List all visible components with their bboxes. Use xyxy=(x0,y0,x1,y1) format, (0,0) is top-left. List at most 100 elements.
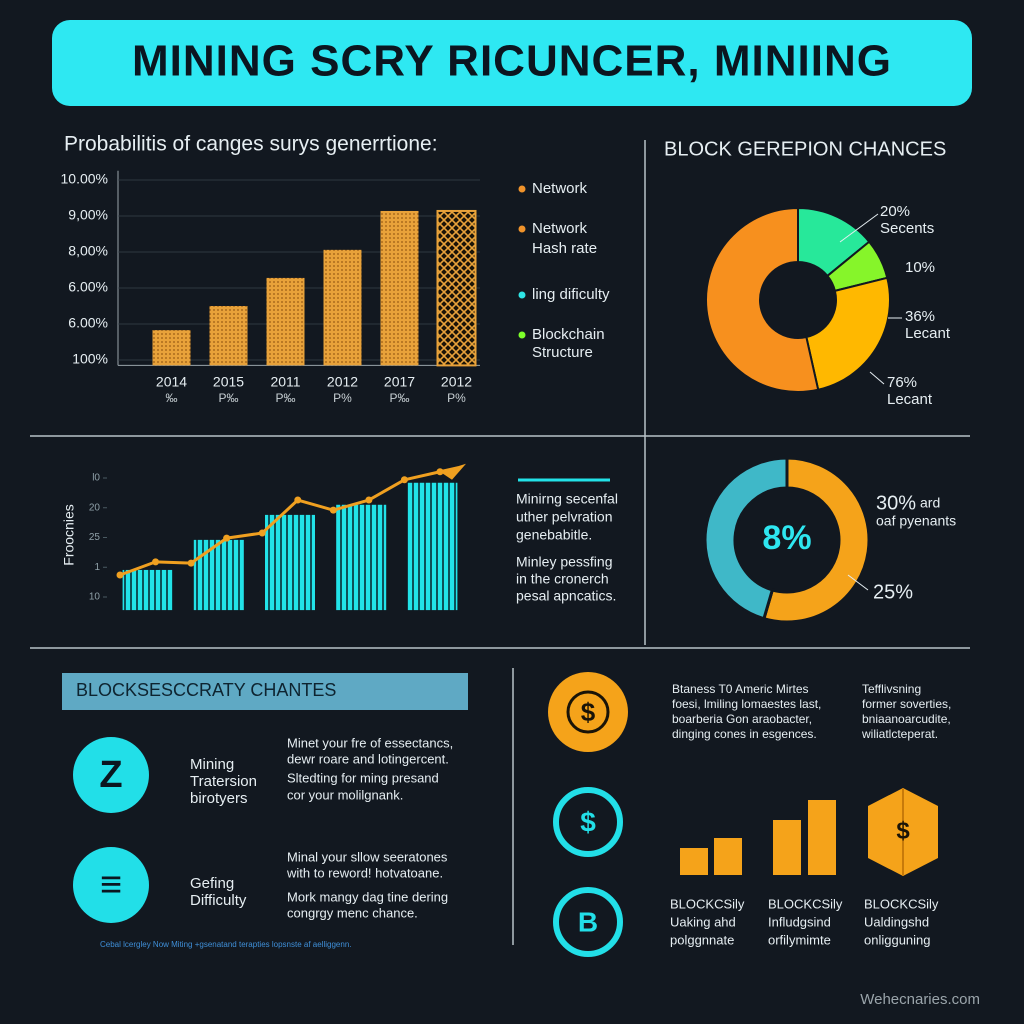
y-tick-label: l0 xyxy=(92,473,100,484)
line-point xyxy=(223,534,231,542)
header-title: MINING SCRY RICUNCER, MINIING xyxy=(132,37,892,86)
watermark: Wehecnaries.com xyxy=(860,991,980,1008)
bar xyxy=(209,306,248,366)
icon-ring xyxy=(553,887,623,957)
legend-swatch xyxy=(518,225,526,233)
bar xyxy=(266,277,305,366)
x-tick-sublabel: P% xyxy=(447,391,466,405)
y-tick-label: 25 xyxy=(89,532,101,543)
line-point xyxy=(116,571,124,579)
item-text: with to reword! hotvatoane. xyxy=(286,865,443,880)
caption: BLOCKCSily xyxy=(864,896,939,911)
bar xyxy=(152,330,191,366)
info-text: boarberia Gon araobacter, xyxy=(672,712,812,726)
bar xyxy=(773,820,801,875)
item-icon-glyph: ≡ xyxy=(100,864,122,906)
x-tick-label: 2017 xyxy=(384,374,415,390)
caption: BLOCKCSily xyxy=(670,896,745,911)
annotation: Minley pessfing xyxy=(516,554,613,570)
y-tick-label: 8,00% xyxy=(68,243,108,259)
info-text: wiliatlcteperat. xyxy=(861,727,938,741)
slice-label: Lecant xyxy=(887,391,933,408)
icon-coin xyxy=(548,672,628,752)
item-label: birotyers xyxy=(190,790,248,807)
annotation: in the cronerch xyxy=(516,571,609,587)
icon-glyph: $ xyxy=(581,697,596,727)
y-tick-label: 100% xyxy=(72,351,108,367)
x-tick-sublabel: P‰ xyxy=(275,391,295,405)
donut-slice xyxy=(762,456,871,624)
value-label: 25% xyxy=(873,581,913,603)
legend-label: Network xyxy=(532,220,588,237)
item-icon xyxy=(73,847,149,923)
footnote: Cebal lcergley Now Miting +gsenatand ter… xyxy=(100,940,351,949)
y-tick-label: 10.00% xyxy=(61,171,108,187)
arrow-shaft xyxy=(439,466,459,474)
legend-swatch xyxy=(518,331,526,339)
slice-label: Secents xyxy=(880,220,934,237)
pie-slice xyxy=(805,276,891,391)
legend-label: ling dificulty xyxy=(532,286,610,303)
line-point xyxy=(152,558,160,566)
y-tick-label: 1 xyxy=(94,562,100,573)
bar xyxy=(323,249,362,366)
info-text: Btaness T0 Americ Mirtes xyxy=(672,682,809,696)
caption: BLOCKCSily xyxy=(768,896,843,911)
item-label: Tratersion xyxy=(190,773,257,790)
item-text: congrgy menc chance. xyxy=(287,905,418,920)
caption: orfilymimte xyxy=(768,932,831,947)
y-tick-label: 9,00% xyxy=(68,207,108,223)
info-text: dinging cones in esgences. xyxy=(672,727,817,741)
value-label: 36% xyxy=(905,308,935,325)
caption: onligguning xyxy=(864,932,931,947)
icon-glyph: B xyxy=(578,906,598,937)
line-point xyxy=(329,506,337,514)
slice-label: Lecant xyxy=(905,325,951,342)
slice-label: oaf pyenants xyxy=(876,513,956,529)
y-tick-label: 10 xyxy=(89,592,101,603)
value-label: 76% xyxy=(887,374,917,391)
item-text: Sltedting for ming presand xyxy=(287,770,439,785)
x-tick-label: 2014 xyxy=(156,374,187,390)
caption: Infludgsind xyxy=(768,914,831,929)
arrow-head xyxy=(440,463,466,480)
bar xyxy=(380,210,419,366)
trend-line xyxy=(119,470,441,577)
chart-title: Probabilitis of canges surys generrtione… xyxy=(64,133,438,156)
info-text: foesi, lmiling lomaestes last, xyxy=(672,697,821,711)
bar xyxy=(680,848,708,875)
bar xyxy=(336,504,387,611)
item-icon xyxy=(73,737,149,813)
slice-label: ard xyxy=(920,495,940,511)
annotation: Minirng secenfal xyxy=(516,491,618,507)
item-label: Difficulty xyxy=(190,892,247,909)
icon-coin-ring xyxy=(566,690,610,734)
annotation: pesal apncatics. xyxy=(516,588,616,604)
line-point xyxy=(187,559,195,567)
item-text: Minal your sllow seeratones xyxy=(287,849,448,864)
legend-label: Network xyxy=(532,180,588,197)
icon-glyph: $ xyxy=(896,817,910,844)
section-banner xyxy=(62,673,468,710)
y-tick-label: 20 xyxy=(89,502,101,513)
bar xyxy=(122,569,173,611)
legend-label: Hash rate xyxy=(532,240,597,257)
item-icon-glyph: Z xyxy=(99,754,122,796)
line-point xyxy=(365,496,373,504)
caption: Uaking ahd xyxy=(670,914,736,929)
item-label: Mining xyxy=(190,756,234,773)
info-text: Tefflivsning xyxy=(862,682,921,696)
line-point xyxy=(258,529,266,537)
bar xyxy=(407,482,458,611)
legend-swatch xyxy=(518,291,526,299)
leader-line xyxy=(847,574,869,591)
bar xyxy=(436,209,477,367)
donut-slice xyxy=(703,456,789,621)
icon-ring xyxy=(553,787,623,857)
x-tick-sublabel: P‰ xyxy=(389,391,409,405)
caption: Ualdingshd xyxy=(864,914,929,929)
annotation: uther pelvration xyxy=(516,509,613,525)
annotation: genebabitle. xyxy=(516,527,592,543)
item-text: Mork mangy dag tine dering xyxy=(287,889,448,904)
